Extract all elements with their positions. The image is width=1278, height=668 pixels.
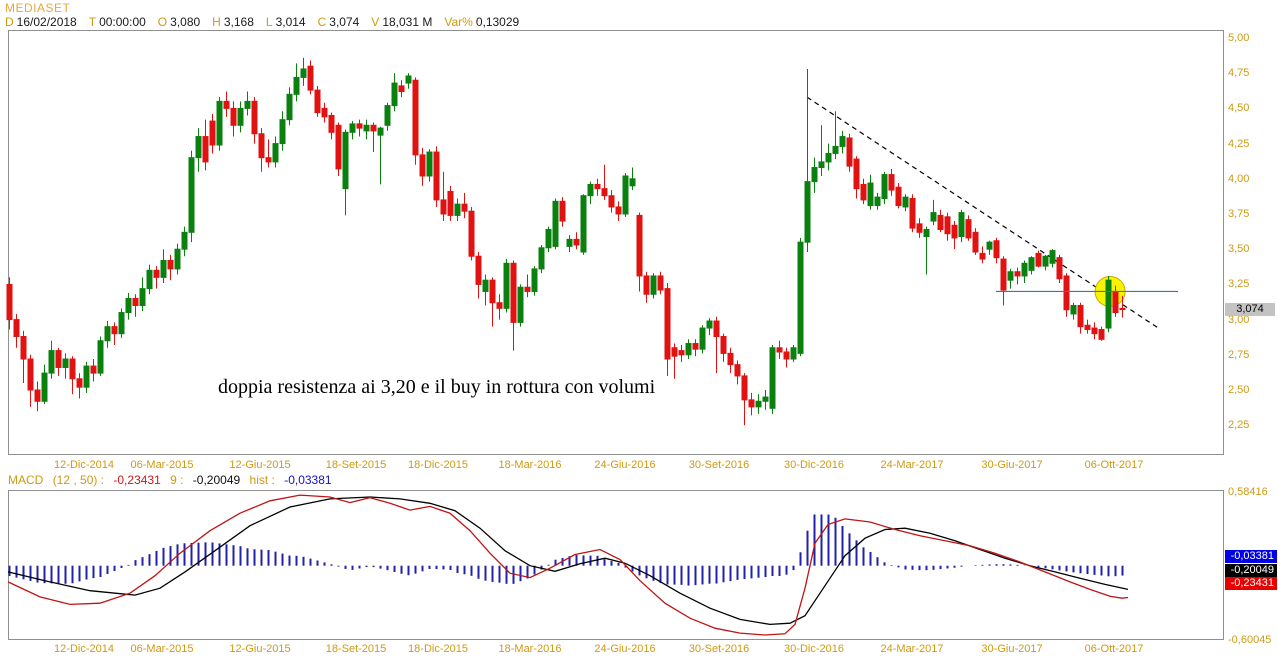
quote-field-label: D: [5, 15, 14, 29]
quote-field-value: 00:00:00: [99, 15, 146, 29]
macd-end-label: -0,20049: [1225, 563, 1277, 577]
date-tick-label: 06-Ott-2017: [1084, 459, 1144, 471]
macd-name: MACD: [8, 473, 44, 487]
date-tick-label: 30-Dic-2016: [784, 643, 844, 655]
price-tick-label: 4,00: [1228, 172, 1250, 185]
macd-hist-label: hist :: [249, 473, 275, 487]
macd-signal-line: [7, 496, 1129, 626]
macd-signal-value: -0,20049: [192, 473, 241, 487]
macd-value: -0,23431: [113, 473, 161, 487]
date-tick-label: 30-Set-2016: [688, 643, 750, 655]
price-panel-border: [8, 30, 1224, 455]
date-tick-label: 18-Set-2015: [325, 643, 387, 655]
quote-field-value: 3,080: [170, 15, 201, 29]
price-tick-label: 4,25: [1228, 137, 1250, 150]
chart-annotation: doppia resistenza ai 3,20 e il buy in ro…: [218, 376, 656, 398]
date-tick-label: 30-Giu-2017: [981, 643, 1043, 655]
macd-hist-value: -0,03381: [284, 473, 332, 487]
macd-panel-border: [8, 490, 1224, 640]
date-tick-label: 18-Mar-2016: [498, 643, 562, 655]
macd-signal-label: 9 :: [170, 473, 184, 487]
date-tick-label: 12-Giu-2015: [229, 459, 291, 471]
price-tick-label: 2,50: [1228, 384, 1250, 396]
date-tick-label: 18-Set-2015: [325, 459, 387, 471]
macd-histogram: [8, 514, 1124, 586]
quote-field-value: 3,014: [275, 15, 306, 29]
date-tick-label: 06-Mar-2015: [130, 643, 194, 655]
macd-params: (12 , 50) :: [52, 473, 105, 487]
date-tick-label: 24-Giu-2016: [594, 459, 656, 471]
price-tick-label: 5,00: [1228, 32, 1250, 44]
candlestick-series: [6, 57, 1126, 426]
price-tick-label: 3,75: [1228, 208, 1250, 220]
date-tick-label: 24-Giu-2016: [594, 643, 656, 655]
date-tick-label: 06-Mar-2015: [130, 459, 194, 471]
quote-field-value: 16/02/2018: [16, 15, 77, 29]
date-tick-label: 12-Giu-2015: [229, 643, 291, 655]
date-tick-label: 18-Dic-2015: [408, 459, 468, 471]
price-tick-label: 4,50: [1228, 102, 1250, 115]
macd-line: [7, 494, 1129, 636]
date-tick-label: 12-Dic-2014: [54, 459, 114, 471]
date-tick-label: 06-Ott-2017: [1084, 643, 1144, 655]
macd-end-label: -0,23431: [1225, 577, 1277, 590]
symbol-title: MEDIASET: [5, 1, 71, 15]
price-tick-label: 3,50: [1228, 243, 1250, 256]
date-tick-label: 18-Mar-2016: [498, 459, 562, 471]
price-tick-label: 2,25: [1228, 419, 1250, 432]
quote-field-label: L: [265, 15, 273, 29]
quote-field-value: 0,13029: [475, 15, 520, 29]
macd-end-label: -0,03381: [1225, 550, 1277, 563]
price-tick-label: 3,25: [1228, 278, 1250, 291]
price-tick-label: 2,75: [1228, 348, 1250, 361]
macd-header: MACD (12 , 50) : -0,23431 9 : -0,20049 h…: [8, 473, 338, 487]
date-tick-label: 24-Mar-2017: [880, 459, 944, 471]
date-tick-label: 30-Giu-2017: [981, 459, 1043, 471]
quote-field-value: 3,074: [329, 15, 360, 29]
quote-field-label: C: [317, 15, 327, 29]
quote-field-label: T: [88, 15, 97, 29]
date-tick-label: 30-Set-2016: [688, 459, 750, 471]
quote-fields-row: D 16/02/2018 T 00:00:00 O 3,080 H 3,168 L 3,014 C 3…: [5, 15, 531, 29]
date-tick-label: 18-Dic-2015: [408, 643, 468, 655]
price-tick-label: 4,75: [1228, 67, 1250, 80]
quote-field-value: 3,168: [223, 15, 254, 29]
date-tick-label: 24-Mar-2017: [880, 643, 944, 655]
quote-field-value: 18,031 M: [382, 15, 433, 29]
quote-field-label: H: [212, 15, 221, 29]
date-tick-label: 30-Dic-2016: [784, 459, 844, 471]
last-price-badge: 3,074: [1225, 303, 1275, 316]
macd-scale-bottom: -0,60045: [1228, 634, 1272, 646]
quote-field-label: Var%: [444, 15, 473, 29]
macd-scale-top: 0,58416: [1228, 486, 1268, 498]
price-tick-label: 3,00: [1228, 313, 1250, 326]
quote-field-label: O: [157, 15, 168, 29]
quote-field-label: V: [371, 15, 380, 29]
date-tick-label: 12-Dic-2014: [54, 643, 114, 655]
